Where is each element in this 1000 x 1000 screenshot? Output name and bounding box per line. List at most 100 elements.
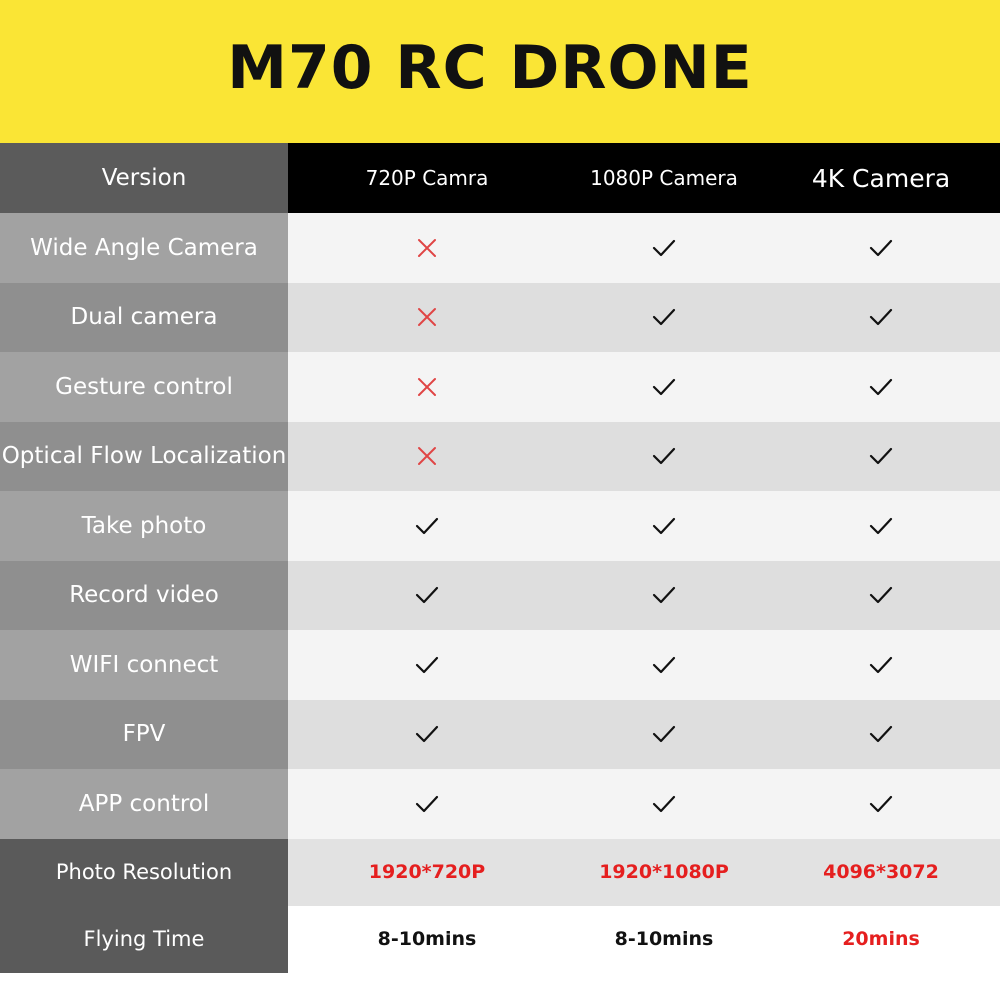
row-label: Gesture control bbox=[0, 352, 288, 422]
table-row: Gesture control bbox=[0, 352, 1000, 422]
row-values: 1920*720P 1920*1080P 4096*3072 bbox=[288, 838, 1000, 906]
row-label: Optical Flow Localization bbox=[0, 421, 288, 491]
cell-720p bbox=[288, 630, 566, 700]
row-label: Photo Resolution bbox=[0, 838, 288, 906]
row-values bbox=[288, 213, 1000, 283]
header-columns: 720P Camra 1080P Camera 4K Camera bbox=[288, 143, 1000, 213]
cell-4k bbox=[762, 491, 1000, 561]
cell-4k bbox=[762, 561, 1000, 631]
check-icon bbox=[414, 515, 440, 537]
row-label: Dual camera bbox=[0, 282, 288, 352]
row-values bbox=[288, 699, 1000, 770]
column-header-4k: 4K Camera bbox=[811, 163, 951, 193]
cell-1080p bbox=[566, 352, 762, 422]
title-banner: M70 RC DRONE bbox=[0, 0, 1000, 143]
cell-720p bbox=[288, 213, 566, 283]
column-header-1080p: 1080P Camera bbox=[590, 166, 738, 190]
table-row: Record video bbox=[0, 560, 1000, 631]
cell-720p bbox=[288, 561, 566, 631]
cell-4k bbox=[762, 213, 1000, 283]
spec-value-720p: 1920*720P bbox=[368, 861, 486, 883]
cell-1080p bbox=[566, 630, 762, 700]
cell-1080p bbox=[566, 283, 762, 353]
cross-icon bbox=[416, 306, 438, 328]
row-values bbox=[288, 630, 1000, 700]
cell-1080p bbox=[566, 769, 762, 839]
check-icon bbox=[414, 584, 440, 606]
row-values bbox=[288, 769, 1000, 839]
row-label: Flying Time bbox=[0, 905, 288, 973]
table-row: Optical Flow Localization bbox=[0, 421, 1000, 492]
page-title: M70 RC DRONE bbox=[227, 32, 753, 103]
spec-value-1080p: 8-10mins bbox=[614, 928, 714, 950]
cell-4k bbox=[762, 630, 1000, 700]
cell-1080p bbox=[566, 491, 762, 561]
row-values bbox=[288, 282, 1000, 353]
check-icon bbox=[651, 376, 677, 398]
cell-4k bbox=[762, 352, 1000, 422]
row-values bbox=[288, 352, 1000, 422]
row-values bbox=[288, 421, 1000, 492]
row-values: 8-10mins 8-10mins 20mins bbox=[288, 905, 1000, 973]
table-row: Flying Time 8-10mins 8-10mins 20mins bbox=[0, 905, 1000, 973]
row-label: Take photo bbox=[0, 491, 288, 561]
cell-720p bbox=[288, 352, 566, 422]
cell-720p bbox=[288, 422, 566, 492]
row-label: Record video bbox=[0, 560, 288, 630]
check-icon bbox=[868, 723, 894, 745]
check-icon bbox=[414, 654, 440, 676]
check-icon bbox=[868, 306, 894, 328]
row-values bbox=[288, 560, 1000, 631]
check-icon bbox=[868, 793, 894, 815]
row-values bbox=[288, 491, 1000, 561]
table-row: Take photo bbox=[0, 491, 1000, 561]
check-icon bbox=[651, 654, 677, 676]
table-row: Dual camera bbox=[0, 282, 1000, 353]
row-label: Wide Angle Camera bbox=[0, 213, 288, 283]
check-icon bbox=[868, 237, 894, 259]
check-icon bbox=[414, 723, 440, 745]
check-icon bbox=[651, 793, 677, 815]
header-label: Version bbox=[0, 143, 288, 213]
column-header-720p: 720P Camra bbox=[365, 166, 489, 190]
check-icon bbox=[868, 376, 894, 398]
spec-value-4k: 20mins bbox=[842, 928, 920, 950]
table-row: Photo Resolution 1920*720P 1920*1080P 4096*… bbox=[0, 838, 1000, 906]
cross-icon bbox=[416, 376, 438, 398]
cell-720p bbox=[288, 769, 566, 839]
cell-1080p bbox=[566, 422, 762, 492]
cell-1080p bbox=[566, 561, 762, 631]
table-row: APP control bbox=[0, 769, 1000, 839]
check-icon bbox=[651, 306, 677, 328]
row-label: WIFI connect bbox=[0, 630, 288, 700]
cross-icon bbox=[416, 237, 438, 259]
cross-icon bbox=[416, 445, 438, 467]
row-label: APP control bbox=[0, 769, 288, 839]
check-icon bbox=[651, 723, 677, 745]
spec-value-1080p: 1920*1080P bbox=[599, 861, 729, 883]
row-label: FPV bbox=[0, 699, 288, 769]
check-icon bbox=[868, 584, 894, 606]
spec-value-4k: 4096*3072 bbox=[823, 861, 939, 883]
cell-1080p bbox=[566, 213, 762, 283]
cell-1080p bbox=[566, 700, 762, 770]
table-header-row: Version 720P Camra 1080P Camera 4K Camer… bbox=[0, 143, 1000, 213]
cell-4k bbox=[762, 769, 1000, 839]
cell-4k bbox=[762, 283, 1000, 353]
comparison-table: Version 720P Camra 1080P Camera 4K Camer… bbox=[0, 143, 1000, 973]
check-icon bbox=[868, 445, 894, 467]
check-icon bbox=[868, 654, 894, 676]
spec-value-720p: 8-10mins bbox=[377, 928, 477, 950]
check-icon bbox=[868, 515, 894, 537]
table-row: FPV bbox=[0, 699, 1000, 770]
cell-720p bbox=[288, 491, 566, 561]
cell-720p bbox=[288, 700, 566, 770]
check-icon bbox=[651, 445, 677, 467]
cell-4k bbox=[762, 422, 1000, 492]
cell-4k bbox=[762, 700, 1000, 770]
check-icon bbox=[414, 793, 440, 815]
check-icon bbox=[651, 515, 677, 537]
table-row: Wide Angle Camera bbox=[0, 213, 1000, 283]
table-row: WIFI connect bbox=[0, 630, 1000, 700]
check-icon bbox=[651, 584, 677, 606]
